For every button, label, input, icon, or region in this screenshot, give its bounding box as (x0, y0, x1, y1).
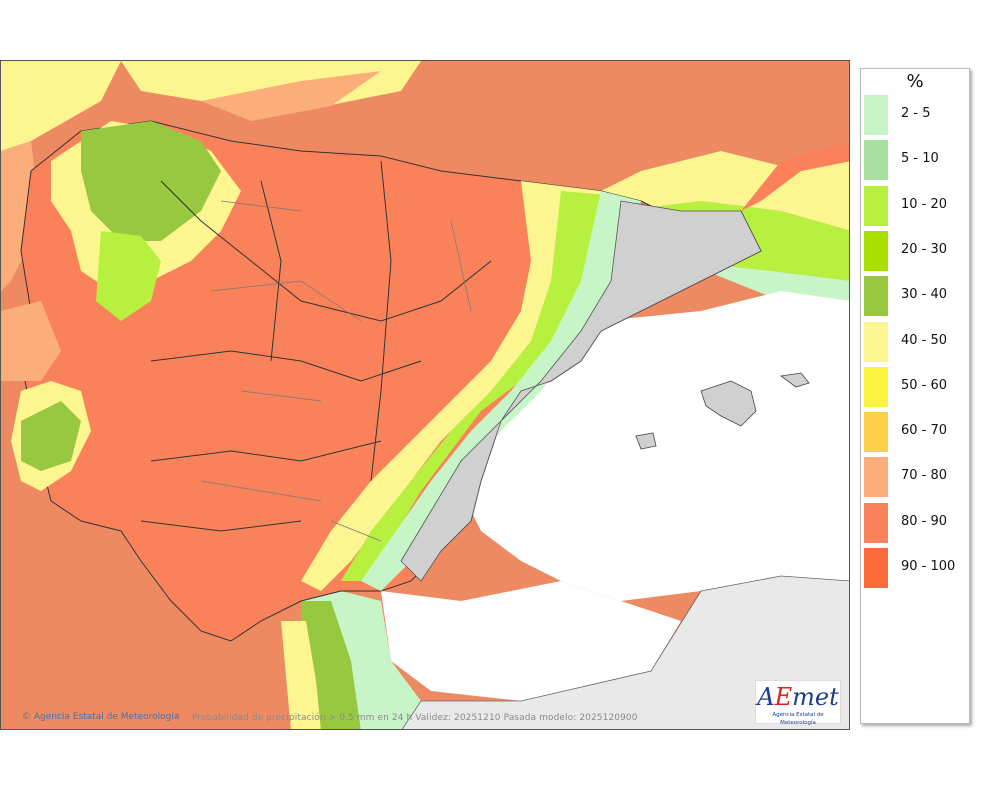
east-relief-grey (400, 200, 762, 582)
legend-swatch (864, 276, 888, 317)
legend-label: 5 - 10 (901, 151, 939, 167)
north-africa (401, 575, 849, 729)
portugal-west-salmon (1, 301, 61, 381)
legend-label: 30 - 40 (901, 287, 948, 303)
legend-item: 80 - 90 (864, 502, 968, 543)
north-band-yellow (121, 61, 421, 111)
legend-swatch (864, 321, 888, 362)
legend-swatch (864, 457, 888, 498)
alboran-sea (381, 581, 681, 701)
mallorca (700, 380, 757, 427)
legend-label: 70 - 80 (901, 468, 948, 484)
legend-label: 50 - 60 (901, 377, 948, 393)
legend-label: 20 - 30 (901, 241, 948, 257)
east-band-yellow (301, 181, 611, 591)
legend-swatch (864, 366, 888, 407)
legend-item: 20 - 30 (864, 230, 968, 271)
legend-panel: % 2 - 5 5 - 10 10 - 20 20 - 30 30 - 40 40 - 5… (860, 68, 970, 724)
legend-swatch (864, 95, 888, 135)
legend-item: 2 - 5 (864, 95, 968, 135)
legend-swatch (864, 230, 888, 271)
east-band-lime (341, 191, 621, 581)
legend-swatch (864, 140, 888, 181)
legend-item: 30 - 40 (864, 276, 968, 317)
agency-credit: © Agencia Estatal de Meteorología (22, 712, 179, 722)
regional-borders (140, 160, 492, 532)
legend-item: 40 - 50 (864, 321, 968, 362)
legend-swatch (864, 502, 888, 543)
legend-item: 10 - 20 (864, 185, 968, 226)
legend-item: 60 - 70 (864, 412, 968, 453)
gulf-lion-pale (681, 261, 849, 331)
legend-title: % (906, 71, 924, 92)
legend-swatch (864, 412, 888, 453)
portugal-coast-green (21, 401, 81, 471)
map-caption: Probabilidad de precipitación > 0.5 mm e… (192, 713, 638, 723)
legend-swatch (864, 548, 888, 588)
legend-label: 60 - 70 (901, 423, 948, 439)
legend-label: 80 - 90 (901, 513, 948, 529)
aemet-logo-subtitle: Agencia Estatal de Meteorología (772, 712, 824, 726)
alboran-band-yellow (281, 621, 321, 729)
north-band-salmon (201, 71, 381, 121)
galicia-lime (96, 231, 161, 321)
legend-item: 50 - 60 (864, 366, 968, 407)
legend-label: 10 - 20 (901, 196, 948, 212)
east-band-pale (361, 191, 641, 591)
map-svg (1, 61, 849, 729)
aemet-logo-word: AEmet (757, 683, 839, 711)
legend-swatch (864, 185, 888, 226)
legend-label: 2 - 5 (901, 106, 931, 121)
legend-item: 5 - 10 (864, 140, 968, 181)
legend-item: 90 - 100 (864, 548, 968, 588)
france-coast (741, 141, 849, 211)
ibiza (635, 432, 657, 450)
province-borders (200, 200, 472, 542)
probability-map (0, 60, 850, 730)
legend-label: 90 - 100 (901, 559, 956, 574)
nw-sea-yellow (1, 61, 121, 151)
legend-label: 40 - 50 (901, 332, 948, 348)
legend-item: 70 - 80 (864, 457, 968, 498)
aemet-logo: AEmet Agencia Estatal de Meteorología (755, 680, 841, 726)
agency-credit-text: Agencia Estatal de Meteorología (33, 712, 180, 722)
menorca (779, 372, 810, 388)
copyright-icon: © (22, 712, 31, 722)
galicia-green (81, 121, 221, 241)
